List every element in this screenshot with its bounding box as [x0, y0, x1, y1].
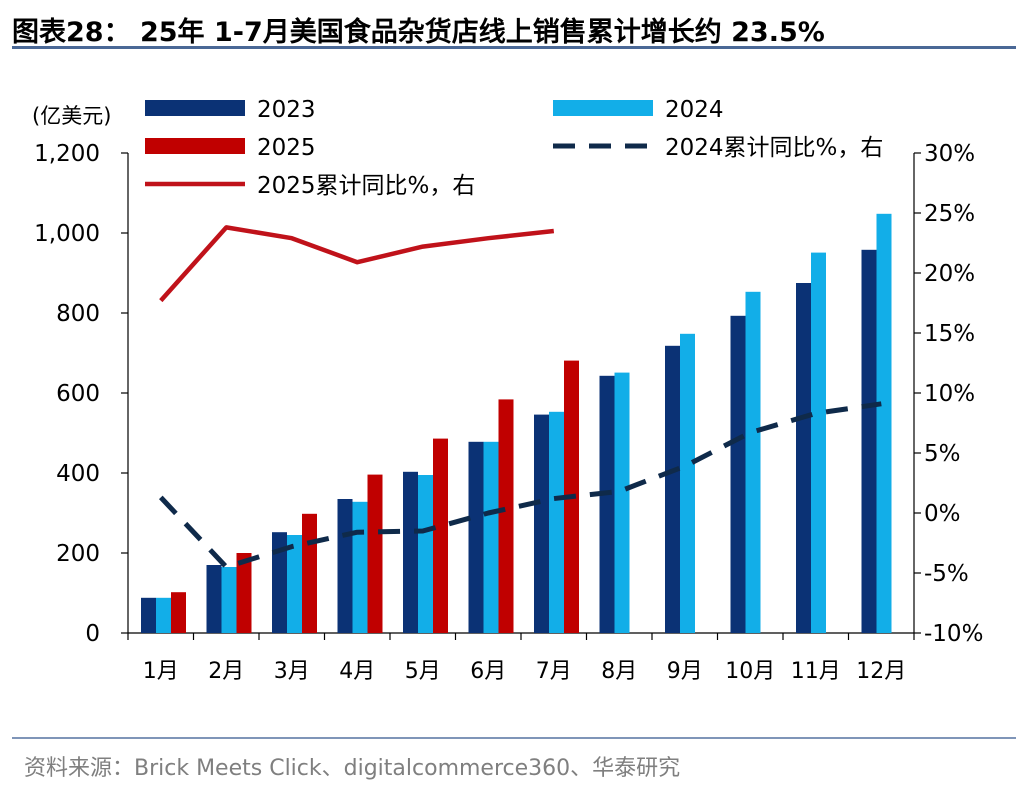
x-tick-label: 6月 [470, 659, 506, 684]
x-tick-label: 7月 [536, 659, 572, 684]
line-2025-cumulative [159, 225, 555, 303]
y2-tick-label: 15% [924, 321, 975, 347]
bar-2024-4 [352, 501, 368, 633]
bar-2025-3 [302, 513, 317, 633]
bar-2024-12 [876, 213, 892, 634]
x-tick-label: 10月 [725, 659, 775, 684]
y2-tick-label: 10% [924, 381, 975, 407]
legend-2024-swatch [553, 100, 653, 116]
bar-2023-4 [337, 499, 353, 633]
bar-2023-1 [141, 597, 156, 633]
y2-tick-label: -5% [924, 561, 969, 587]
bar-2024-8 [614, 372, 630, 633]
legend-2023-swatch [145, 100, 245, 116]
bar-2023-10 [730, 315, 746, 633]
bar-2023-2 [206, 565, 222, 633]
bars-layer [141, 213, 892, 634]
y-tick-label: 200 [56, 541, 100, 567]
bar-2023-7 [534, 414, 549, 633]
bar-2023-6 [468, 441, 484, 633]
x-tick-label: 5月 [405, 659, 441, 684]
x-tick-label: 8月 [601, 659, 637, 684]
legend-2024-label: 2024 [665, 97, 724, 123]
bar-2023-11 [796, 283, 811, 633]
x-tick-label: 4月 [339, 659, 375, 684]
legend: 2023 2024 2025 2024累计同比%，右 2025累计同比%，右 [145, 97, 883, 199]
x-tick-label: 11月 [791, 659, 841, 684]
bar-2024-10 [745, 291, 761, 633]
line-2024-cumulative [158, 401, 882, 570]
source-note: 资料来源：Brick Meets Click、digitalcommerce36… [24, 756, 681, 781]
labels-layer: 0 200 400 600 800 1,000 1,200 -10% -5% 0% 5% 10% 15%… [34, 141, 983, 684]
legend-2025-cumulative-label: 2025累计同比%，右 [257, 173, 475, 199]
bar-2024-5 [418, 475, 433, 633]
y-tick-label: 600 [56, 381, 100, 407]
bar-2023-3 [272, 532, 287, 633]
axes-layer [121, 152, 921, 640]
bar-2024-11 [811, 252, 826, 633]
legend-2024-cumulative-label: 2024累计同比%，右 [665, 135, 883, 161]
y-axis-label: (亿美元) [32, 104, 111, 128]
bar-2023-12 [861, 249, 877, 634]
x-tick-label: 9月 [667, 659, 703, 684]
source-rule [12, 737, 1016, 739]
legend-2023-label: 2023 [257, 97, 316, 123]
y2-tick-label: 30% [924, 141, 975, 167]
chart-title: 图表28： 25年 1-7月美国食品杂货店线上销售累计增长约 23.5% [12, 17, 825, 48]
y-tick-label: 800 [56, 301, 100, 327]
y-tick-label: 400 [56, 461, 100, 487]
title-rule [12, 46, 1016, 49]
x-tick-label: 1月 [143, 659, 179, 684]
bar-2024-1 [156, 597, 171, 633]
bar-2023-5 [403, 471, 418, 633]
bar-2024-7 [549, 411, 564, 633]
y2-tick-label: 0% [924, 501, 961, 527]
bar-2024-3 [287, 535, 302, 633]
bar-2025-5 [433, 438, 448, 633]
bar-2024-6 [483, 441, 499, 633]
y-tick-label: 1,000 [34, 221, 100, 247]
y2-tick-label: -10% [924, 621, 983, 647]
x-tick-label: 12月 [856, 659, 906, 684]
y2-tick-label: 5% [924, 441, 961, 467]
bar-2025-1 [171, 592, 186, 633]
y-tick-label: 1,200 [34, 141, 100, 167]
legend-2025-label: 2025 [257, 135, 316, 161]
bar-2025-4 [367, 474, 383, 633]
y2-tick-label: 20% [924, 261, 975, 287]
bar-2024-2 [221, 567, 237, 633]
bar-2025-6 [498, 399, 514, 633]
bar-2023-9 [665, 345, 680, 633]
lines-layer [158, 225, 882, 570]
y2-tick-label: 25% [924, 201, 975, 227]
bar-2024-9 [680, 333, 695, 633]
bar-2025-2 [236, 553, 252, 633]
legend-2025-swatch [145, 138, 245, 154]
y-tick-label: 0 [85, 621, 100, 647]
bar-2023-8 [599, 375, 615, 633]
x-tick-label: 3月 [274, 659, 310, 684]
x-tick-label: 2月 [208, 659, 244, 684]
